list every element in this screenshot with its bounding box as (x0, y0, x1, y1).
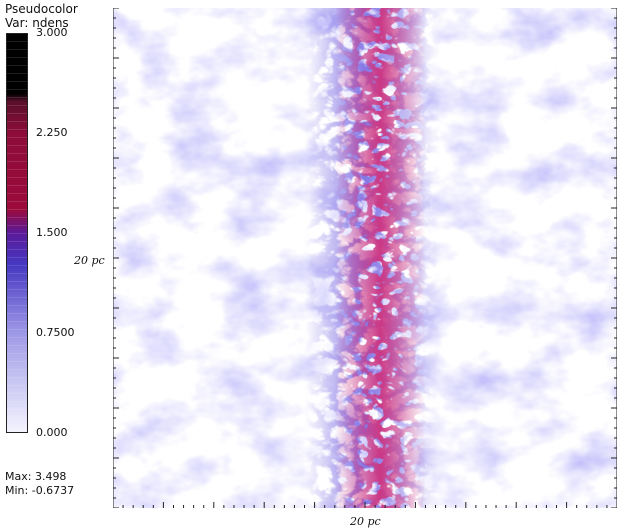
legend-variable: Var: ndens (5, 16, 69, 30)
colorbar-tick-label: 2.250 (36, 126, 68, 139)
colorbar-tick-label: 1.500 (36, 226, 68, 239)
colorbar-gradient (7, 34, 27, 432)
y-axis-label: 20 pc (74, 254, 105, 267)
max-value: Max: 3.498 (5, 470, 67, 483)
density-plot (113, 8, 617, 508)
colorbar-tick-label: 0.7500 (36, 326, 75, 339)
min-value: Min: -0.6737 (5, 484, 75, 497)
colorbar-tick-label: 0.000 (36, 426, 68, 439)
colorbar-tick-label: 3.000 (36, 26, 68, 39)
data-range: Max: 3.498 Min: -0.6737 (5, 470, 74, 498)
legend-plot-type: Pseudocolor (5, 2, 78, 16)
legend-title: Pseudocolor Var: ndens (5, 2, 78, 30)
colorbar (6, 33, 28, 433)
x-axis-label: 20 pc (350, 515, 381, 528)
